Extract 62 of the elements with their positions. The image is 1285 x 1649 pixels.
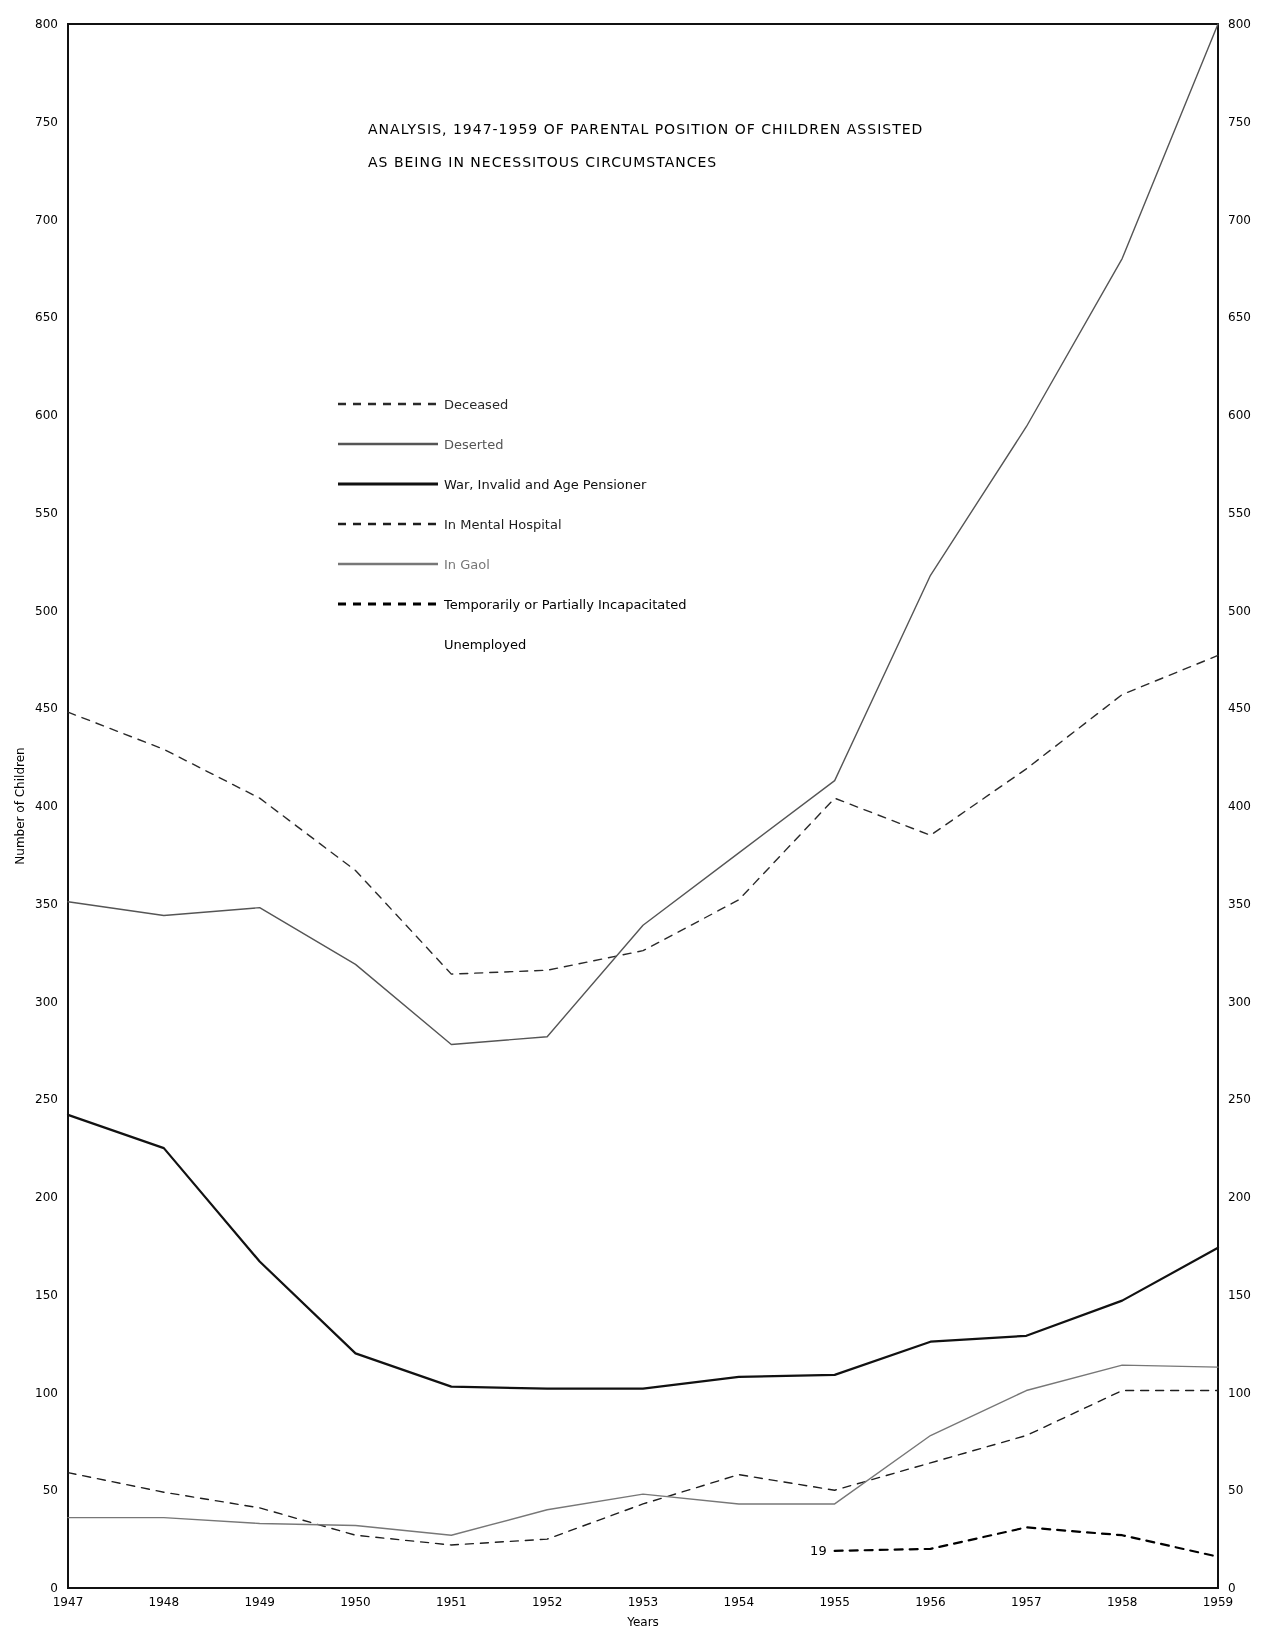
text: In Mental Hospital [444,516,562,532]
x-tick-label: 1949 [244,1595,275,1609]
text: Deceased [444,396,509,412]
x-axis-title: Years [626,1615,659,1629]
y-tick-label: 800 [35,17,58,32]
y-tick-label: 550 [35,505,58,520]
y2-tick-label: 600 [1228,408,1251,423]
x-tick-label: 1956 [915,1595,946,1609]
x-tick-label: 1953 [627,1595,659,1609]
y-tick-label: 500 [35,603,58,618]
line-series [67,23,1219,1046]
y-tick-label: 600 [35,408,58,423]
x-tick-label: 1954 [723,1595,755,1609]
y2-tick-label: 200 [1228,1190,1251,1205]
y2-tick-label: 300 [1228,994,1251,1009]
text: Deserted [444,436,504,452]
y2-tick-label: 250 [1228,1092,1251,1107]
line-series [67,1364,1219,1536]
y2-tick-label: 650 [1228,310,1251,325]
line-series [67,654,1219,975]
y2-tick-label: 750 [1228,114,1251,129]
x-tick-label: 1951 [436,1595,467,1609]
y2-tick-label: 700 [1228,212,1251,227]
y2-tick-label: 100 [1228,1385,1251,1400]
y2-tick-label: 450 [1228,701,1251,716]
y-tick-label: 750 [35,114,58,129]
y2-tick-label: 150 [1228,1287,1251,1302]
annotation: Unemployed [444,636,527,652]
y-axis-title: Number of Children [13,747,27,865]
x-tick-label: 1950 [340,1595,371,1609]
x-tick-label: 1958 [1106,1595,1138,1609]
annotation: 19 [810,1543,827,1559]
y2-tick-label: 50 [1228,1483,1244,1498]
x-tick-label: 1959 [1202,1595,1234,1609]
y-tick-label: 100 [35,1385,58,1400]
y-tick-label: 200 [35,1190,58,1205]
y-tick-label: 50 [42,1483,58,1498]
y2-tick-label: 550 [1228,505,1251,520]
y2-tick-label: 500 [1228,603,1251,618]
text: Temporarily or Partially Incapacitated [443,596,687,612]
chart-title: ANALYSIS, 1947-1959 OF PARENTAL POSITION OF CHILDREN ASSISTED AS BEING IN NECESSITOUS CIRCUMSTANCES [368,121,924,170]
y-tick-label: 400 [35,799,58,814]
y-tick-label: 450 [35,701,58,716]
x-tick-label: 1957 [1011,1595,1042,1609]
x-tick-label: 1947 [52,1595,84,1609]
y2-tick-label: 800 [1228,17,1251,32]
y-tick-label: 150 [35,1287,58,1302]
y2-tick-label: 0 [1228,1581,1236,1596]
x-tick-label: 1955 [819,1595,850,1609]
y-tick-label: 300 [35,994,58,1009]
x-tick-label: 1948 [148,1595,180,1609]
text: War, Invalid and Age Pensioner [444,476,647,492]
y-tick-label: 350 [35,896,58,911]
text: In Gaol [444,556,490,572]
y-tick-label: 650 [35,310,58,325]
y-tick-label: 0 [50,1581,58,1596]
y-tick-label: 250 [35,1092,58,1107]
x-tick-label: 1952 [531,1595,563,1609]
y-tick-label: 700 [35,212,58,227]
y2-tick-label: 400 [1228,799,1251,814]
y2-tick-label: 350 [1228,896,1251,911]
line-series [67,1389,1219,1546]
